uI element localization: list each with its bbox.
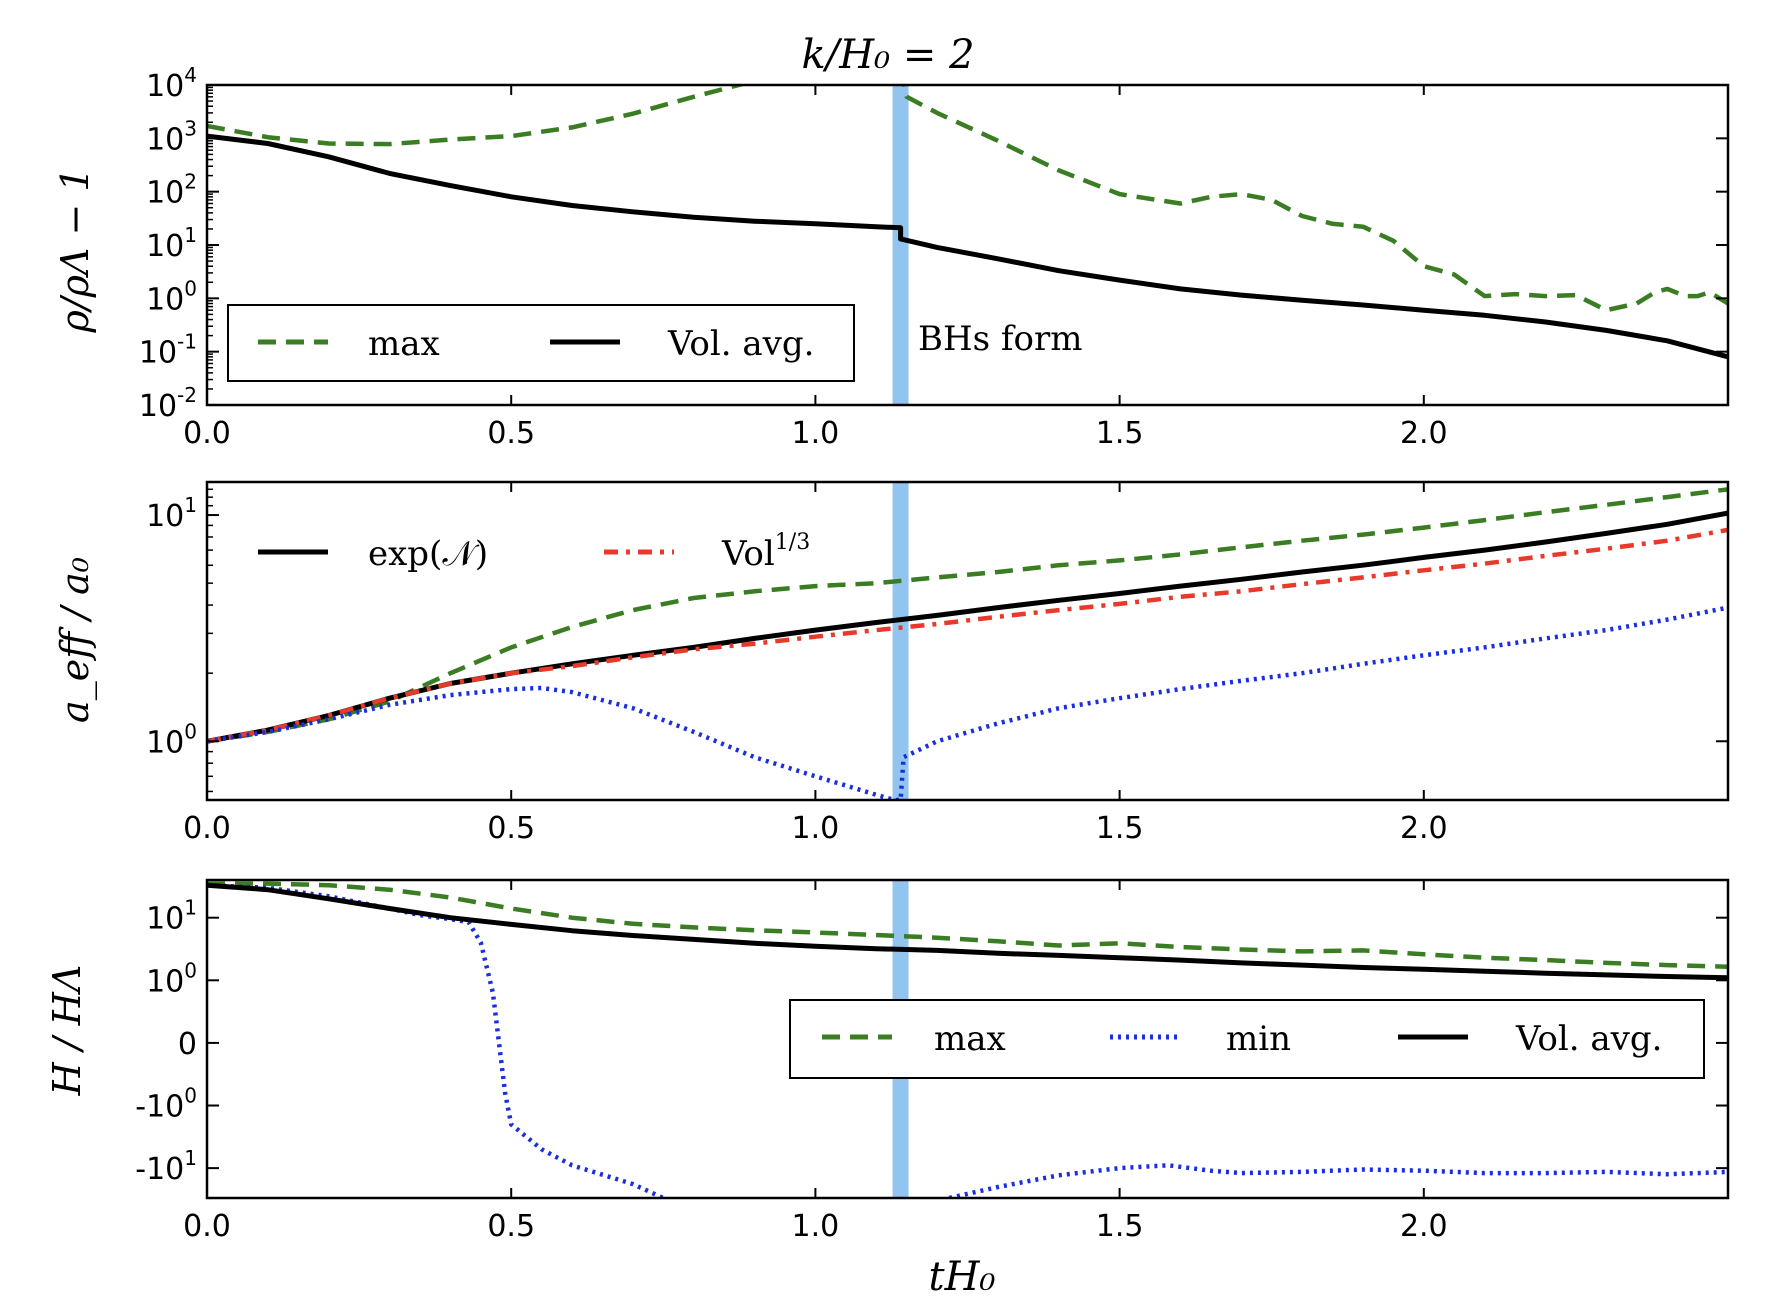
scale-factor-ylabel: a_eff / a₀ — [53, 557, 98, 723]
legend-vol-label: Vol1/3 — [721, 530, 810, 574]
series-max — [207, 881, 1728, 969]
series-vol-avg- — [207, 882, 1728, 981]
hubble-ylabel: H / HΛ — [45, 965, 89, 1097]
x-tick-label: 2.0 — [1400, 1209, 1448, 1244]
x-tick-label: 1.5 — [1096, 1209, 1144, 1244]
series-vol-avg- — [207, 133, 1728, 360]
legend-box — [789, 999, 1705, 1079]
y-tick-label: 10-1 — [139, 330, 197, 371]
legend-max-label: max — [934, 1019, 1006, 1059]
y-tick-label: 0 — [178, 1027, 197, 1062]
legend-vol-exponent: 1/3 — [775, 530, 810, 555]
density-ylabel: ρ/ρΛ − 1 — [53, 167, 97, 333]
x-tick-label: 0.5 — [487, 1209, 535, 1244]
x-tick-label: 0.0 — [183, 1209, 231, 1244]
y-tick-label: 101 — [146, 896, 197, 937]
bh-form-annotation: BHs form — [918, 319, 1082, 359]
bh-formation-band — [892, 482, 909, 800]
plot-frame — [205, 480, 1730, 802]
y-tick-label: 103 — [146, 116, 197, 157]
y-tick-label: -100 — [135, 1084, 197, 1125]
chart-title: k/H₀ = 2 — [801, 32, 974, 78]
x-axis-label: tH₀ — [929, 1254, 996, 1300]
scale-factor-axes: 0.0 0.5 1.0 1.5 2.0 100 101 — [146, 480, 1730, 846]
hubble-series — [207, 880, 1728, 1198]
y-tick-label: 100 — [146, 958, 197, 999]
legend-min-label: min — [1226, 1019, 1291, 1059]
scale-factor-panel: 0.0 0.5 1.0 1.5 2.0 100 101 exp(𝒩) Vol1/3 a_ef… — [53, 480, 1730, 846]
series-max — [207, 85, 1728, 313]
x-tick-label: 0.0 — [183, 416, 231, 451]
legend-box — [227, 304, 855, 382]
x-tick-label: 1.5 — [1096, 811, 1144, 846]
hubble-panel: 0.0 0.5 1.0 1.5 2.0 -101 -100 0 100 101 max min V… — [45, 878, 1730, 1300]
y-tick-label: 101 — [146, 493, 197, 534]
series-max — [207, 487, 1728, 744]
y-tick-label: 100 — [146, 276, 197, 317]
x-tick-label: 1.0 — [792, 811, 840, 846]
y-tick-label: 101 — [146, 223, 197, 264]
legend-expN-label: exp(𝒩) — [368, 534, 488, 574]
x-tick-label: 0.5 — [487, 811, 535, 846]
hubble-legend: max min Vol. avg. — [789, 999, 1705, 1079]
legend-vol-avg-label: Vol. avg. — [1515, 1019, 1662, 1059]
hubble-axes: 0.0 0.5 1.0 1.5 2.0 -101 -100 0 100 101 — [135, 878, 1730, 1244]
density-panel: 0.0 0.5 1.0 1.5 2.0 10-2 10-1 100 101 102 103 104 m… — [53, 63, 1730, 451]
scale-factor-legend: exp(𝒩) Vol1/3 — [258, 530, 810, 574]
density-series — [207, 85, 1728, 405]
y-tick-label: 104 — [146, 63, 197, 104]
density-legend: max Vol. avg. — [227, 304, 855, 382]
scale-factor-series — [207, 482, 1728, 800]
y-tick-label: 102 — [146, 170, 197, 211]
y-tick-label: -101 — [135, 1146, 197, 1187]
legend-vol-base: Vol — [721, 534, 775, 574]
bh-formation-band — [892, 85, 909, 405]
density-axes: 0.0 0.5 1.0 1.5 2.0 10-2 10-1 100 101 102 103 104 — [139, 63, 1730, 451]
x-tick-label: 0.5 — [487, 416, 535, 451]
x-tick-label: 2.0 — [1400, 416, 1448, 451]
x-tick-label: 1.0 — [792, 416, 840, 451]
y-tick-label: 10-2 — [139, 383, 197, 424]
series-vol-1-3 — [207, 527, 1728, 744]
x-tick-label: 2.0 — [1400, 811, 1448, 846]
legend-vol-avg-label: Vol. avg. — [667, 324, 814, 364]
y-tick-label: 100 — [146, 719, 197, 760]
series-min — [207, 605, 1728, 800]
plot-frame — [205, 878, 1730, 1200]
x-tick-label: 1.0 — [792, 1209, 840, 1244]
x-tick-label: 0.0 — [183, 811, 231, 846]
x-tick-label: 1.5 — [1096, 416, 1144, 451]
legend-max-label: max — [368, 324, 440, 364]
